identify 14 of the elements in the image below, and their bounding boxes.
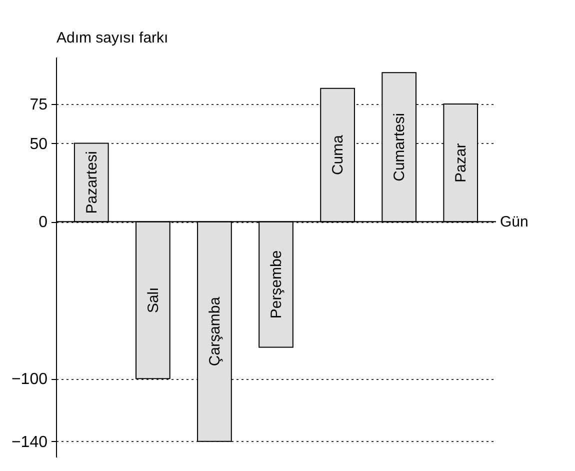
x-tick-label: Cuma [330, 134, 347, 176]
x-tick-label: Pazartesi [83, 151, 100, 214]
x-tick-label: Çarşamba [206, 296, 224, 366]
y-axis-title: Adım sayısı farkı [56, 30, 168, 46]
x-axis-title: Gün [500, 214, 528, 231]
y-tick-label: 50 [30, 136, 48, 153]
x-tick-label: Cumartesi [391, 113, 408, 182]
y-tick-label: 0 [38, 214, 48, 232]
y-tick-label: −100 [11, 371, 48, 388]
x-tick-label: Salı [144, 287, 162, 314]
x-tick-label: Perşembe [268, 250, 285, 319]
x-tick-label: Pazar [452, 143, 470, 182]
y-tick-label: 75 [30, 96, 48, 114]
y-tick-label: −140 [11, 434, 48, 451]
